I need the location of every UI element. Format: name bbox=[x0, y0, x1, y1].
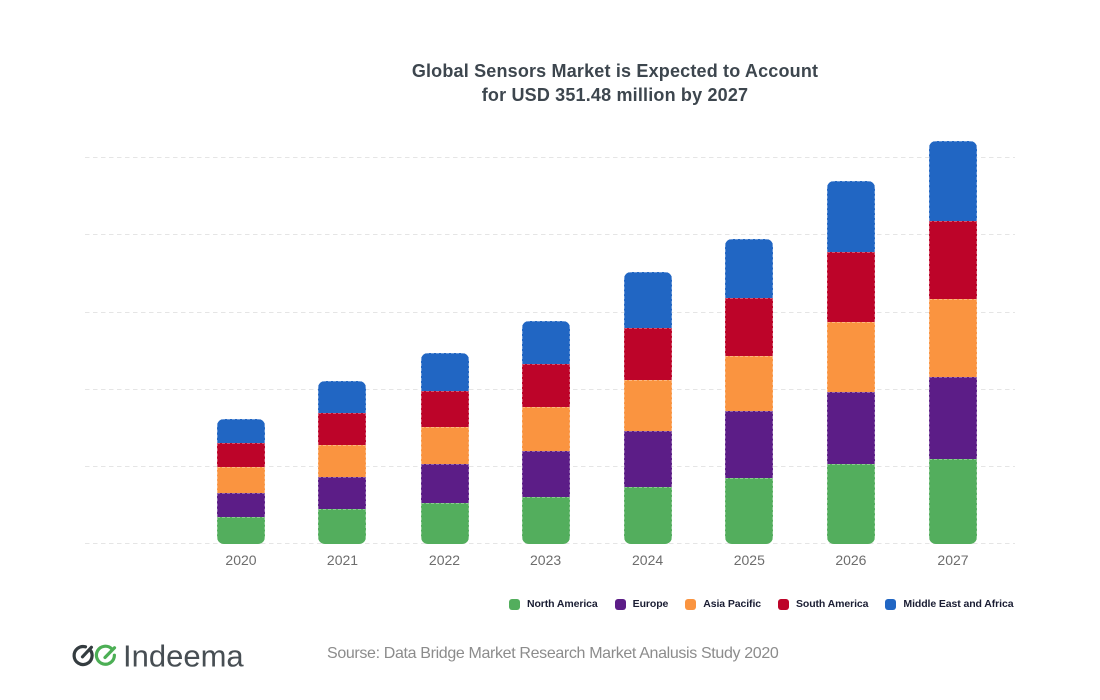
svg-text:Indeema: Indeema bbox=[123, 639, 244, 674]
